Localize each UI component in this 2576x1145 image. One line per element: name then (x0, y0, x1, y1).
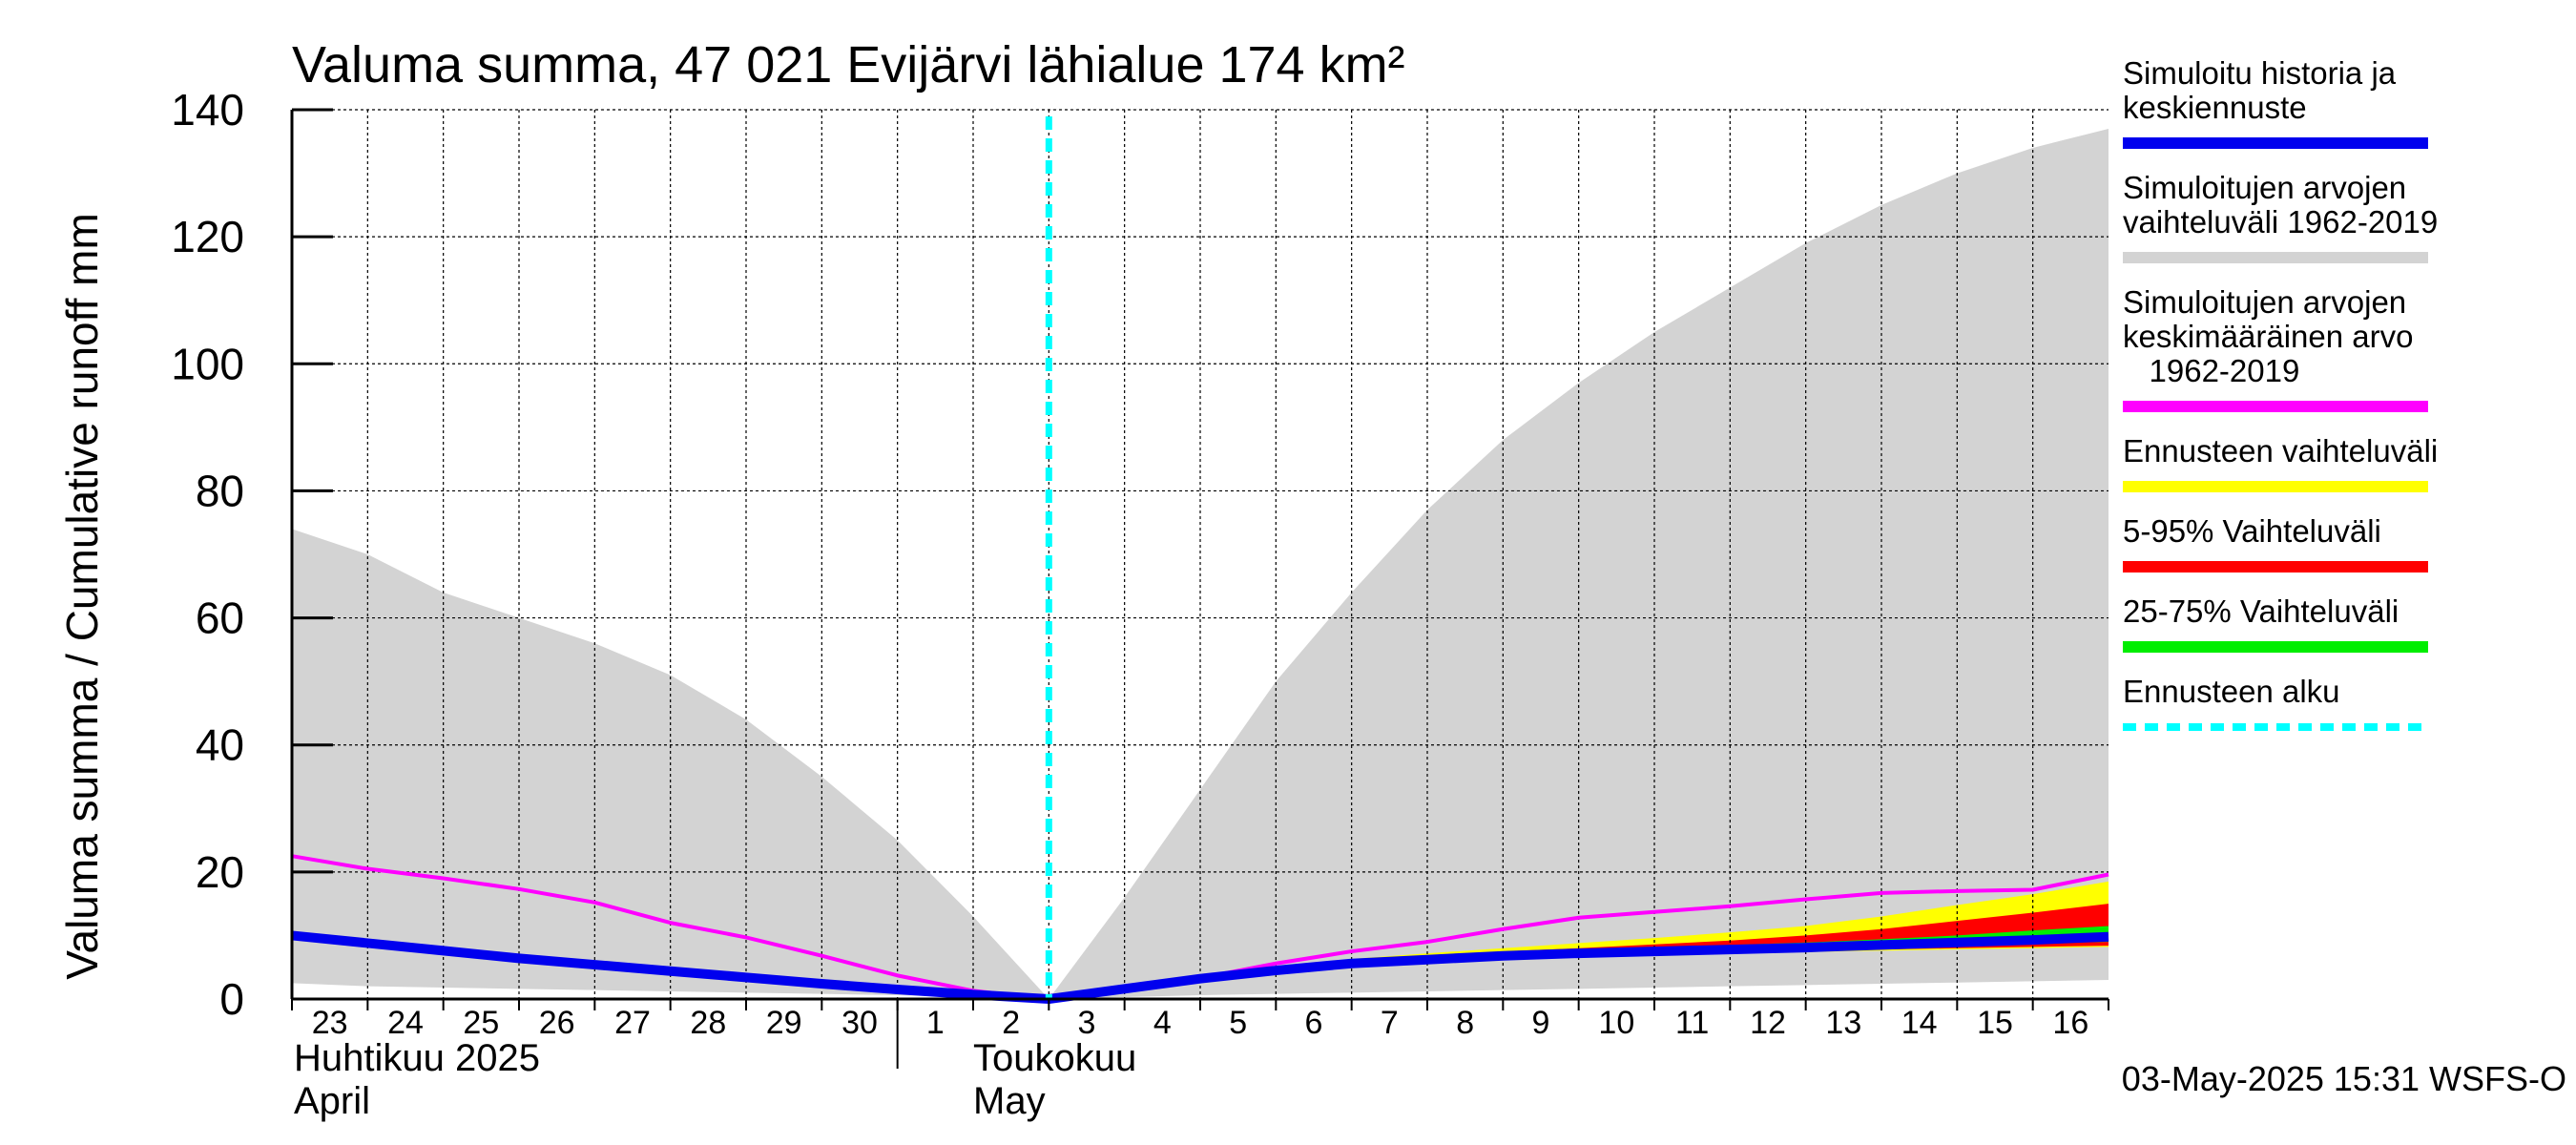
y-tick-label: 100 (171, 339, 244, 388)
x-tick-label: 29 (766, 1005, 802, 1041)
x-tick-label: 9 (1532, 1005, 1550, 1041)
y-tick-label: 40 (196, 720, 244, 770)
y-tick-label: 140 (171, 85, 244, 135)
x-tick-label: 23 (312, 1005, 348, 1041)
series-line-1 (291, 930, 2109, 1004)
y-tick-label: 60 (196, 593, 244, 643)
legend-label: Simuloitu historia ja (2123, 55, 2397, 91)
legend-label: 5-95% Vaihteluväli (2123, 513, 2381, 549)
legend-label: keskimääräinen arvo (2123, 319, 2413, 354)
x-tick-label: 3 (1078, 1005, 1096, 1041)
x-tick-label: 14 (1901, 1005, 1938, 1041)
y-tick-label: 0 (219, 974, 244, 1024)
x-tick-label: 10 (1598, 1005, 1634, 1041)
y-tick-label: 80 (196, 466, 244, 515)
month-label-en: April (294, 1080, 370, 1122)
x-tick-label: 7 (1381, 1005, 1399, 1041)
month-label-en: May (973, 1080, 1046, 1122)
legend-label: Simuloitujen arvojen (2123, 170, 2406, 205)
y-axis-label: Valuma summa / Cumulative runoff mm (57, 213, 107, 980)
legend-label: 1962-2019 (2123, 353, 2299, 388)
chart-title: Valuma summa, 47 021 Evijärvi lähialue 1… (292, 36, 1405, 94)
x-tick-label: 8 (1456, 1005, 1474, 1041)
y-tick-label: 20 (196, 847, 244, 897)
x-tick-label: 30 (841, 1005, 878, 1041)
legend-label: Ennusteen alku (2123, 674, 2340, 709)
x-tick-label: 16 (2052, 1005, 2088, 1041)
legend-label: 25-75% Vaihteluväli (2123, 593, 2399, 629)
month-label-fi: Toukokuu (973, 1037, 1136, 1079)
x-tick-label: 4 (1153, 1005, 1172, 1041)
x-tick-label: 1 (926, 1005, 945, 1041)
x-tick-label: 26 (539, 1005, 575, 1041)
x-tick-label: 27 (614, 1005, 651, 1041)
legend-label: Simuloitujen arvojen (2123, 284, 2406, 320)
month-label-fi: Huhtikuu 2025 (294, 1037, 540, 1079)
legend-label: vaihteluväli 1962-2019 (2123, 204, 2438, 239)
timestamp: 03-May-2025 15:31 WSFS-O (2122, 1059, 2566, 1098)
x-tick-label: 13 (1825, 1005, 1861, 1041)
x-tick-label: 6 (1305, 1005, 1323, 1041)
legend-label: Ennusteen vaihteluväli (2123, 433, 2438, 468)
x-tick-label: 11 (1675, 1005, 1709, 1041)
x-tick-label: 15 (1977, 1005, 2013, 1041)
y-tick-label: 120 (171, 212, 244, 261)
x-tick-label: 28 (690, 1005, 726, 1041)
x-tick-label: 5 (1229, 1005, 1247, 1041)
legend-label: keskiennuste (2123, 90, 2307, 125)
x-tick-label: 12 (1750, 1005, 1786, 1041)
x-tick-label: 24 (387, 1005, 424, 1041)
x-tick-label: 25 (463, 1005, 499, 1041)
x-tick-label: 2 (1002, 1005, 1020, 1041)
